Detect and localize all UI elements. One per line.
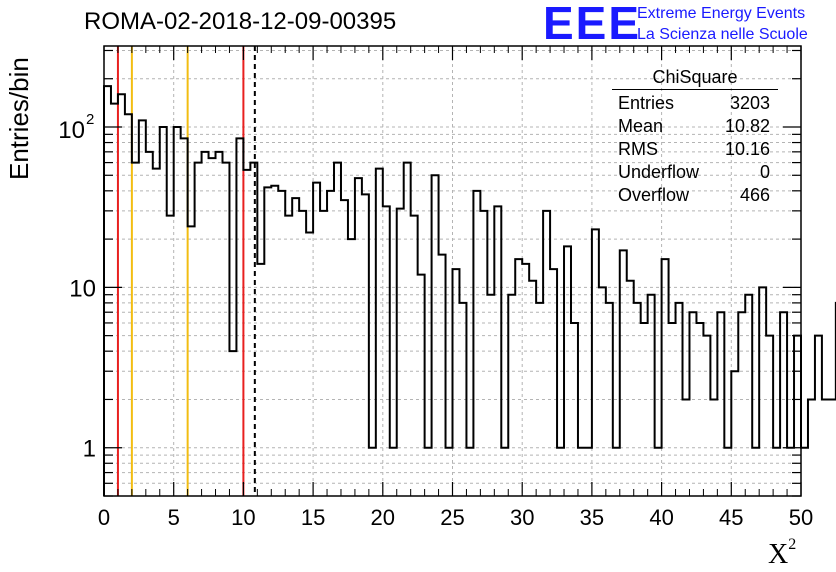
x-axis-label-symbol: X <box>768 539 789 570</box>
x-tick-label: 35 <box>580 505 604 530</box>
stats-label: Mean <box>618 116 664 136</box>
chart-title: ROMA-02-2018-12-09-00395 <box>84 8 397 35</box>
x-axis-label-superscript: 2 <box>788 536 797 553</box>
stats-label: Underflow <box>618 162 700 182</box>
stats-box: ChiSquare Entries 3203 Mean 10.82 RMS 10… <box>612 66 778 207</box>
y-tick-label: 10 <box>58 117 85 144</box>
y-tick-label: 1 <box>83 436 96 463</box>
stats-label: RMS <box>618 139 658 159</box>
stats-label: Overflow <box>618 185 690 205</box>
x-tick-label: 5 <box>168 505 180 530</box>
stats-value: 3203 <box>729 93 770 113</box>
stats-value: 10.16 <box>724 139 770 159</box>
x-tick-label: 25 <box>440 505 464 530</box>
stats-row-entries: Entries 3203 <box>612 92 778 115</box>
stats-row-underflow: Underflow 0 <box>612 161 778 184</box>
x-tick-labels: 0 5 10 15 20 25 30 35 40 45 50 <box>98 505 813 530</box>
logo-line-1: Extreme Energy Events <box>637 5 806 22</box>
y-tick-label-superscript: 2 <box>86 111 94 128</box>
stats-row-rms: RMS 10.16 <box>612 138 778 161</box>
x-tick-label: 30 <box>510 505 534 530</box>
axis-ticks <box>103 46 802 497</box>
eee-logo-text: Extreme Energy Events La Scienza nelle S… <box>637 3 808 45</box>
stats-value: 10.82 <box>724 116 770 136</box>
eee-logo-mark: EEE <box>543 0 642 49</box>
histogram-series <box>103 85 836 496</box>
x-tick-label: 0 <box>98 505 110 530</box>
stats-row-overflow: Overflow 466 <box>612 184 778 207</box>
logo-line-2: La Scienza nelle Scuole <box>637 26 808 43</box>
x-tick-label: 20 <box>371 505 395 530</box>
y-tick-label: 10 <box>69 275 96 302</box>
x-tick-label: 15 <box>301 505 325 530</box>
x-tick-label: 10 <box>231 505 255 530</box>
x-tick-label: 45 <box>719 505 743 530</box>
x-axis-label: X2 <box>768 536 796 571</box>
stats-row-mean: Mean 10.82 <box>612 115 778 138</box>
stats-value: 466 <box>739 185 770 205</box>
x-tick-label: 40 <box>649 505 673 530</box>
stats-title: ChiSquare <box>612 66 778 90</box>
stats-label: Entries <box>618 93 675 113</box>
stats-value: 0 <box>759 162 770 182</box>
x-tick-label: 50 <box>789 505 813 530</box>
y-axis-label: Entries/bin <box>4 57 34 180</box>
marker-lines <box>116 46 256 496</box>
